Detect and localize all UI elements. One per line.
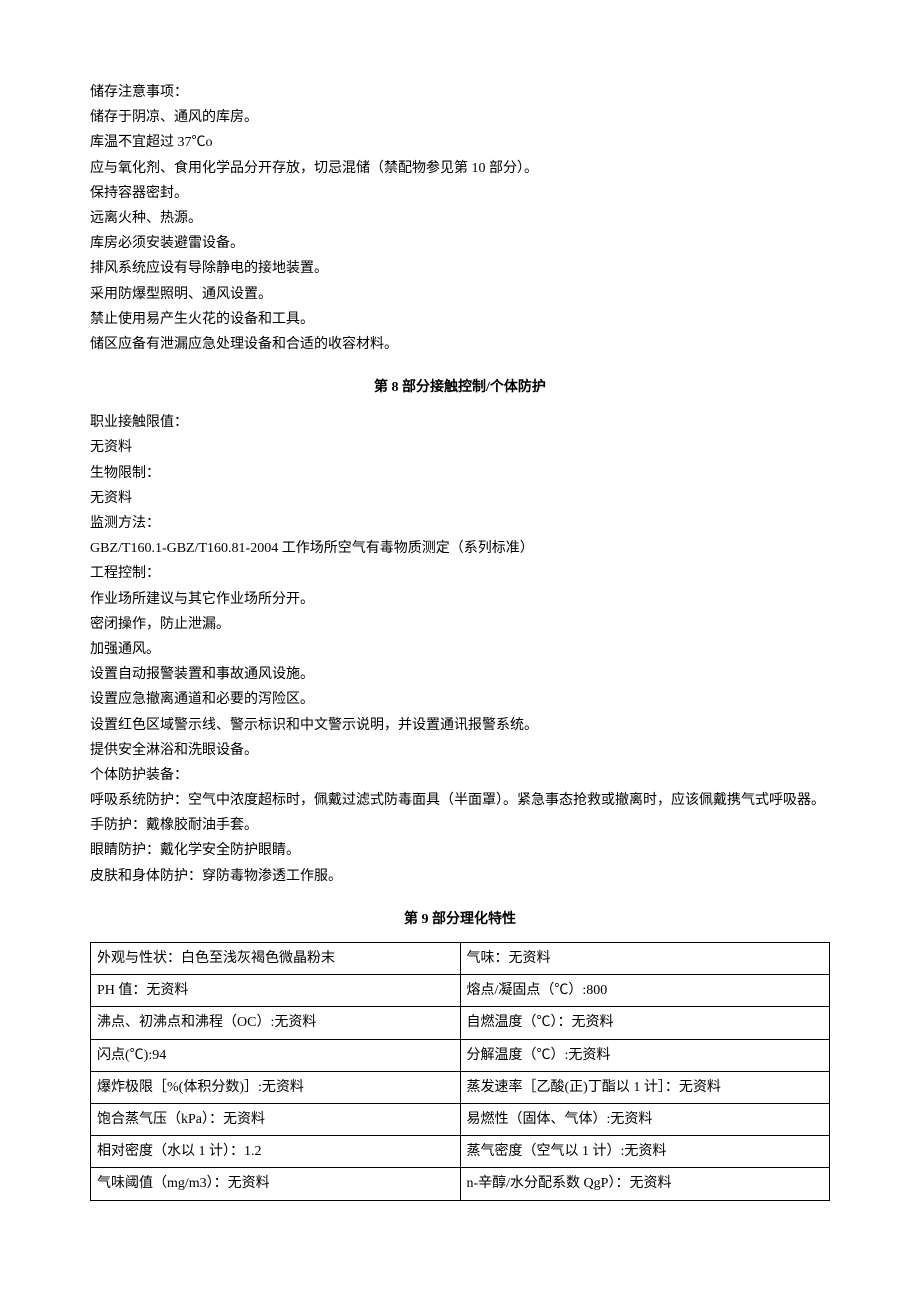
table-row: 气味阈值（mg/m3）：无资料 n-辛醇/水分配系数 QgP）：无资料 [91, 1168, 830, 1200]
storage-line: 应与氧化剂、食用化学品分开存放，切忌混储（禁配物参见第 10 部分）。 [90, 156, 830, 181]
occupational-limit-label: 职业接触限值： [90, 410, 830, 435]
table-row: 闪点(℃):94 分解温度（℃）:无资料 [91, 1039, 830, 1071]
table-row: 沸点、初沸点和沸程（OC）:无资料 自燃温度（℃）：无资料 [91, 1007, 830, 1039]
ppe-line: 呼吸系统防护：空气中浓度超标时，佩戴过滤式防毒面具（半面罩）。紧急事态抢救或撤离… [90, 788, 830, 813]
table-cell: 外观与性状：白色至浅灰褐色微晶粉末 [91, 943, 461, 975]
engineering-control-line: 加强通风。 [90, 637, 830, 662]
section9-title: 第 9 部分理化特性 [90, 907, 830, 932]
engineering-control-line: 设置自动报警装置和事故通风设施。 [90, 662, 830, 687]
storage-line: 库温不宜超过 37℃o [90, 130, 830, 155]
storage-title: 储存注意事项： [90, 80, 830, 105]
table-row: 饱合蒸气压（kPa）：无资料 易燃性（固体、气体）:无资料 [91, 1103, 830, 1135]
table-cell: 沸点、初沸点和沸程（OC）:无资料 [91, 1007, 461, 1039]
engineering-control-line: 提供安全淋浴和洗眼设备。 [90, 738, 830, 763]
monitor-method-value: GBZ/T160.1-GBZ/T160.81-2004 工作场所空气有毒物质测定… [90, 536, 830, 561]
engineering-control-line: 作业场所建议与其它作业场所分开。 [90, 587, 830, 612]
storage-line: 库房必须安装避雷设备。 [90, 231, 830, 256]
monitor-method-label: 监测方法： [90, 511, 830, 536]
table-cell: 熔点/凝固点（℃）:800 [460, 975, 830, 1007]
storage-line: 储区应备有泄漏应急处理设备和合适的收容材料。 [90, 332, 830, 357]
table-row: 相对密度（水以 1 计）：1.2 蒸气密度（空气以 1 计）:无资料 [91, 1136, 830, 1168]
engineering-control-line: 设置应急撤离通道和必要的泻险区。 [90, 687, 830, 712]
table-cell: 蒸发速率［乙酸(正)丁酯以 1 计］：无资料 [460, 1071, 830, 1103]
storage-line: 远离火种、热源。 [90, 206, 830, 231]
ppe-label: 个体防护装备： [90, 763, 830, 788]
storage-section: 储存注意事项： 储存于阴凉、通风的库房。 库温不宜超过 37℃o 应与氧化剂、食… [90, 80, 830, 357]
storage-line: 保持容器密封。 [90, 181, 830, 206]
table-cell: 易燃性（固体、气体）:无资料 [460, 1103, 830, 1135]
engineering-control-line: 设置红色区域警示线、警示标识和中文警示说明，并设置通讯报警系统。 [90, 713, 830, 738]
ppe-line: 手防护：戴橡胶耐油手套。 [90, 813, 830, 838]
table-cell: 气味阈值（mg/m3）：无资料 [91, 1168, 461, 1200]
occupational-limit-value: 无资料 [90, 435, 830, 460]
engineering-control-line: 密闭操作，防止泄漏。 [90, 612, 830, 637]
storage-line: 储存于阴凉、通风的库房。 [90, 105, 830, 130]
storage-line: 禁止使用易产生火花的设备和工具。 [90, 307, 830, 332]
table-row: 爆炸极限［%(体积分数)］:无资料 蒸发速率［乙酸(正)丁酯以 1 计］：无资料 [91, 1071, 830, 1103]
table-cell: 闪点(℃):94 [91, 1039, 461, 1071]
ppe-line: 眼睛防护：戴化学安全防护眼睛。 [90, 838, 830, 863]
table-cell: n-辛醇/水分配系数 QgP）：无资料 [460, 1168, 830, 1200]
table-cell: 气味：无资料 [460, 943, 830, 975]
engineering-control-label: 工程控制： [90, 561, 830, 586]
table-cell: 自燃温度（℃）：无资料 [460, 1007, 830, 1039]
bio-limit-value: 无资料 [90, 486, 830, 511]
physicochemical-table: 外观与性状：白色至浅灰褐色微晶粉末 气味：无资料 PH 值：无资料 熔点/凝固点… [90, 942, 830, 1201]
storage-line: 排风系统应设有导除静电的接地装置。 [90, 256, 830, 281]
table-cell: 蒸气密度（空气以 1 计）:无资料 [460, 1136, 830, 1168]
table-cell: 爆炸极限［%(体积分数)］:无资料 [91, 1071, 461, 1103]
table-cell: 饱合蒸气压（kPa）：无资料 [91, 1103, 461, 1135]
table-cell: 相对密度（水以 1 计）：1.2 [91, 1136, 461, 1168]
table-cell: 分解温度（℃）:无资料 [460, 1039, 830, 1071]
section8-body: 职业接触限值： 无资料 生物限制： 无资料 监测方法： GBZ/T160.1-G… [90, 410, 830, 889]
bio-limit-label: 生物限制： [90, 461, 830, 486]
section8-title: 第 8 部分接触控制/个体防护 [90, 375, 830, 400]
table-row: 外观与性状：白色至浅灰褐色微晶粉末 气味：无资料 [91, 943, 830, 975]
table-row: PH 值：无资料 熔点/凝固点（℃）:800 [91, 975, 830, 1007]
table-cell: PH 值：无资料 [91, 975, 461, 1007]
ppe-line: 皮肤和身体防护：穿防毒物渗透工作服。 [90, 864, 830, 889]
storage-line: 采用防爆型照明、通风设置。 [90, 282, 830, 307]
